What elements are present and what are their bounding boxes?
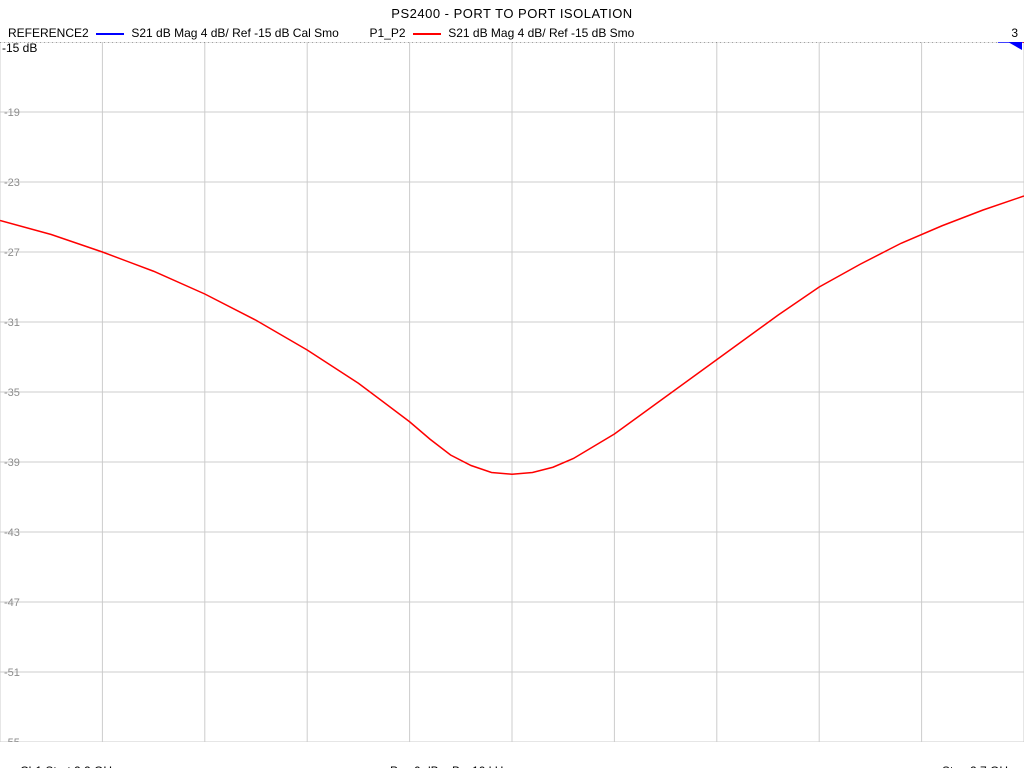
y-tick-label: -23 xyxy=(4,177,20,189)
reference-level-label: -15 dB xyxy=(2,41,37,55)
trace1-swatch xyxy=(96,33,124,35)
y-tick-label: -27 xyxy=(4,247,20,259)
y-tick-label: -35 xyxy=(4,387,20,399)
vna-screenshot: PS2400 - PORT TO PORT ISOLATION REFERENC… xyxy=(0,0,1024,768)
trace2-swatch xyxy=(413,33,441,35)
y-tick-label: -19 xyxy=(4,107,20,119)
y-tick-label: -55 xyxy=(4,737,20,742)
power-bw-label: Pwr 0 dBm Bw 10 kHz xyxy=(390,764,509,768)
y-tick-label: -39 xyxy=(4,457,20,469)
trace2-name: P1_P2 xyxy=(370,26,406,40)
y-tick-label: -47 xyxy=(4,597,20,609)
trace2-desc: S21 dB Mag 4 dB/ Ref -15 dB Smo xyxy=(448,26,634,40)
trace1-name: REFERENCE2 xyxy=(8,26,89,40)
trace-count: 3 xyxy=(1011,26,1018,40)
chart-title: PS2400 - PORT TO PORT ISOLATION xyxy=(0,6,1024,21)
trace1-desc: S21 dB Mag 4 dB/ Ref -15 dB Cal Smo xyxy=(131,26,338,40)
plot-area: -19 -23 -27 -31 -35 -39 -43 -47 -51 -55 xyxy=(0,42,1024,742)
y-tick-label: -31 xyxy=(4,317,20,329)
stop-freq-label: Stop 2.7 GHz xyxy=(942,764,1014,768)
y-tick-label: -51 xyxy=(4,667,20,679)
start-freq-label: Ch1 Start 2.2 GHz xyxy=(20,764,118,768)
y-tick-label: -43 xyxy=(4,527,20,539)
